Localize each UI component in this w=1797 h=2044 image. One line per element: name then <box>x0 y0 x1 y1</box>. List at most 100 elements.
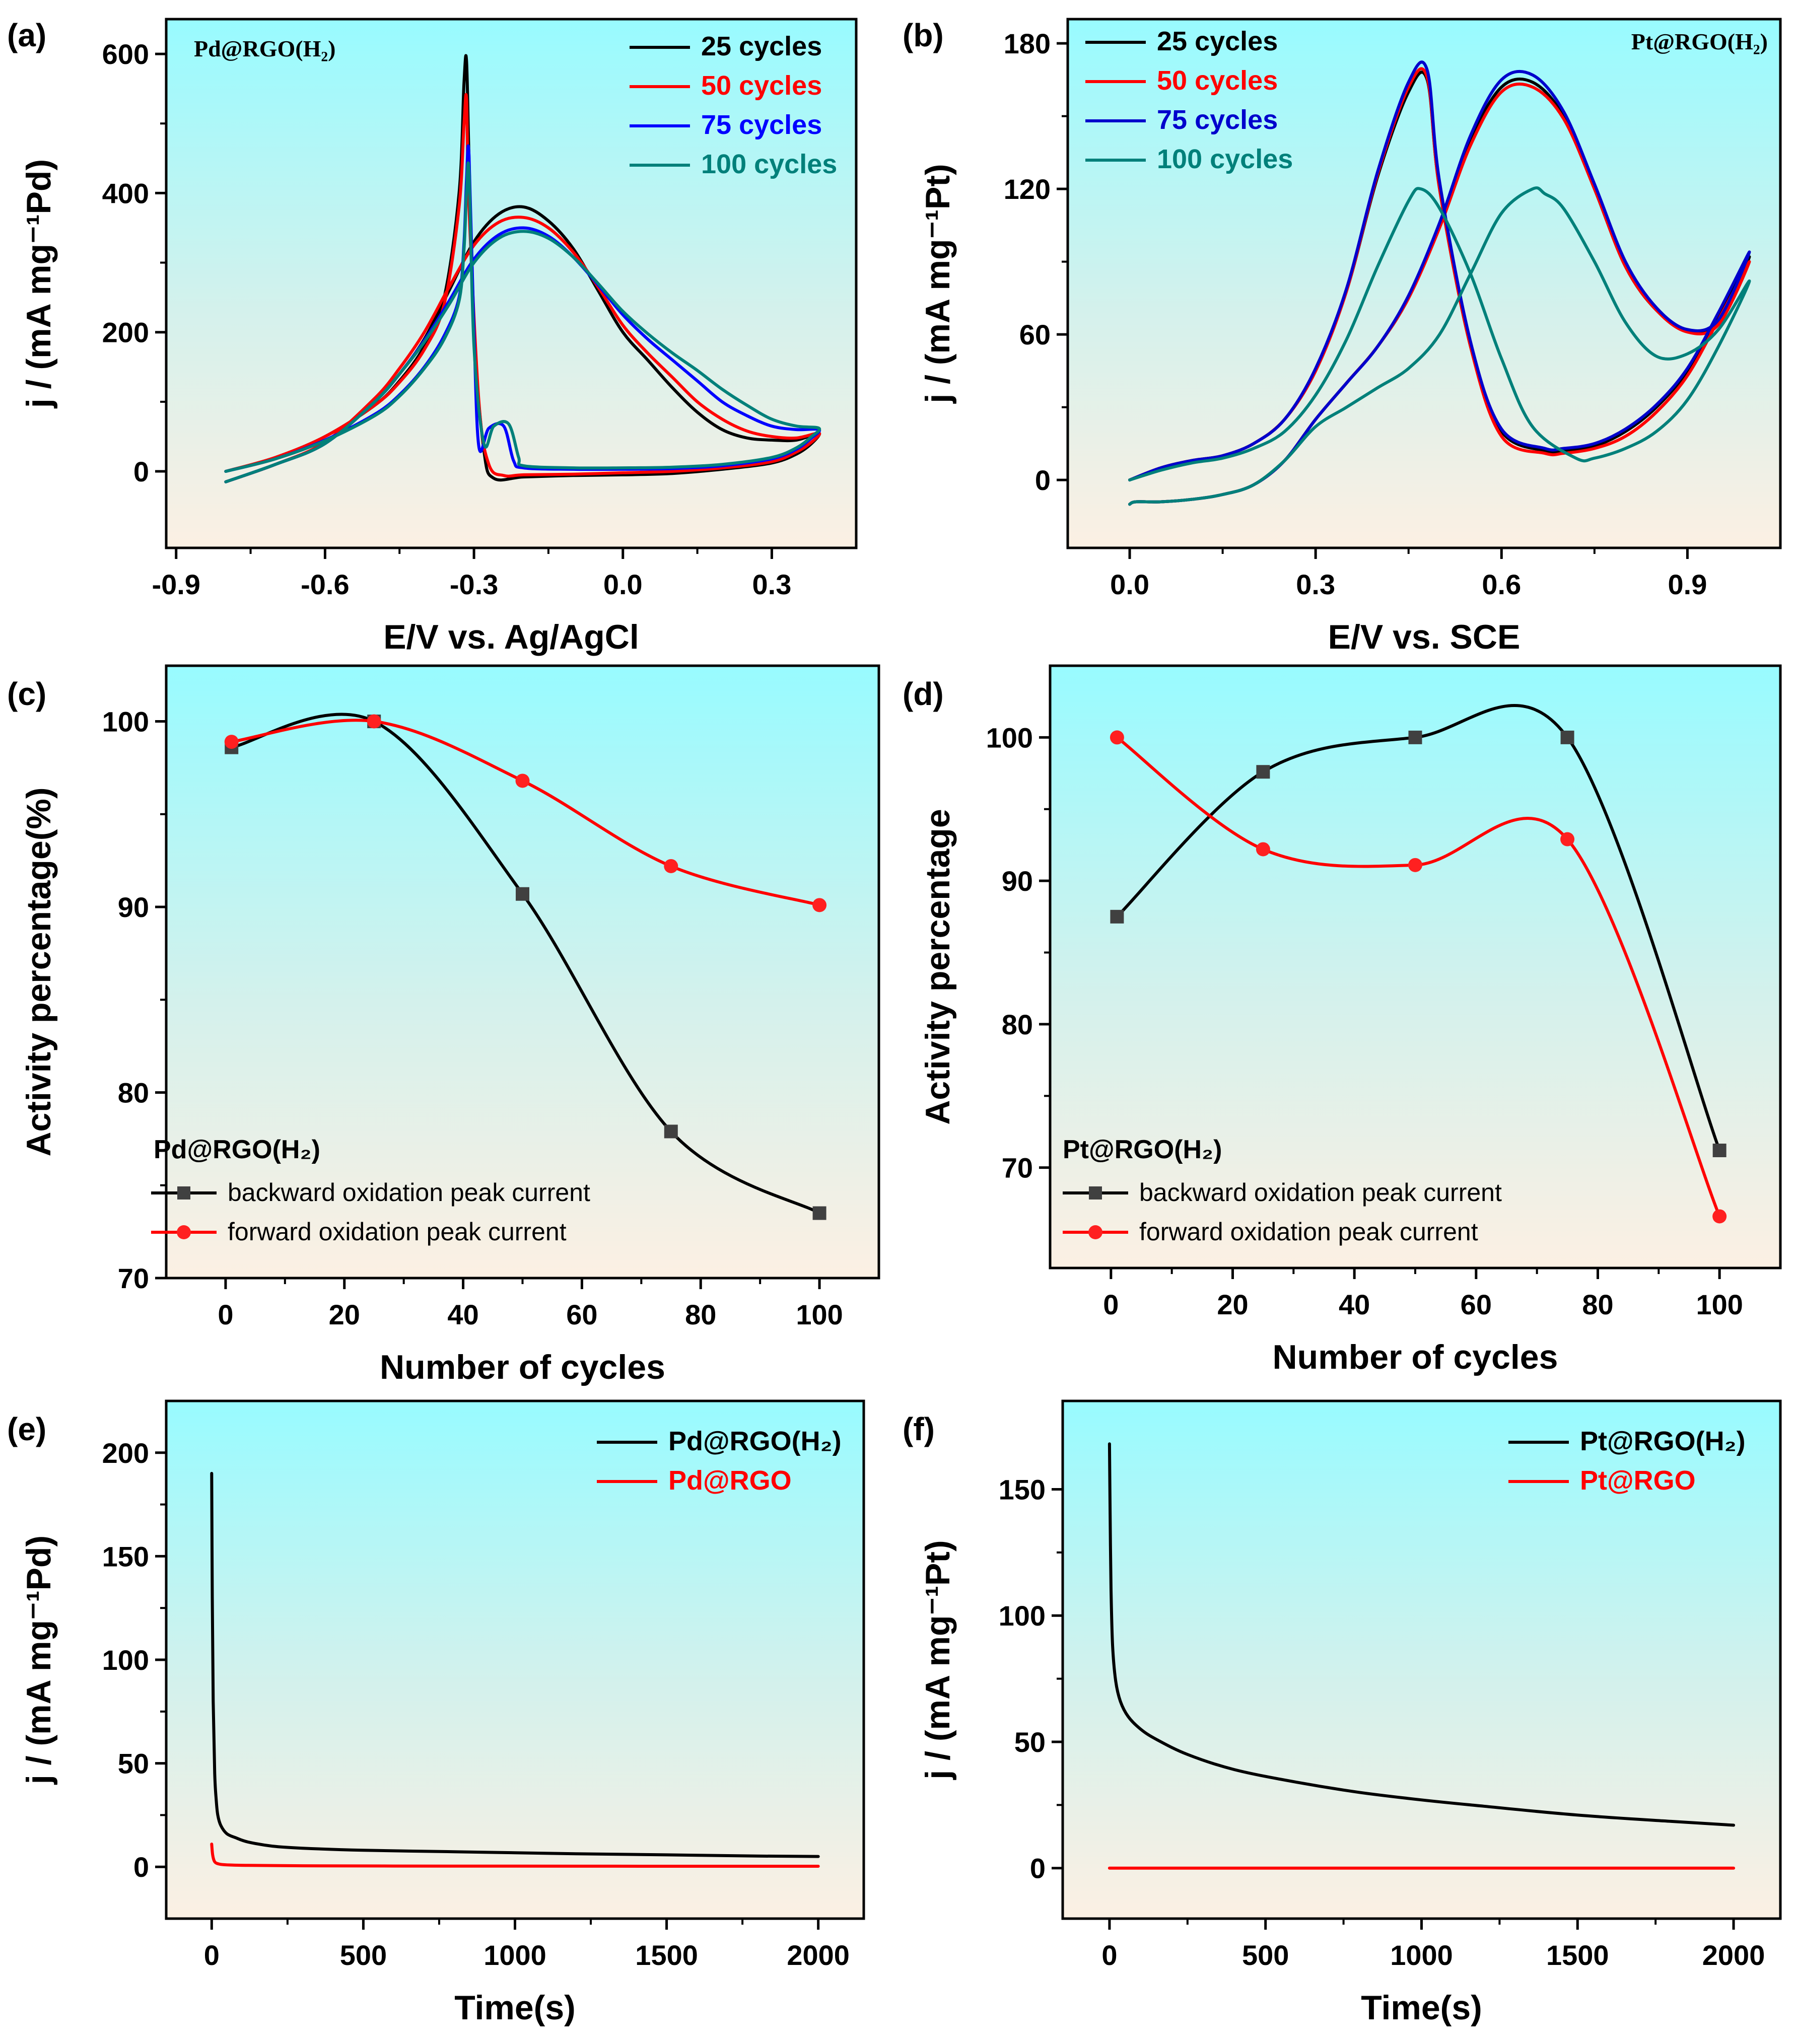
data-point-marker <box>367 714 381 729</box>
panel-label: (a) <box>7 17 46 53</box>
y-tick-label: 80 <box>118 1077 149 1109</box>
y-tick-label: 100 <box>986 722 1033 753</box>
data-point-marker <box>1560 730 1574 744</box>
y-tick-label: 600 <box>102 38 149 70</box>
y-tick-label: 100 <box>999 1600 1046 1632</box>
data-point-marker <box>1256 842 1270 857</box>
x-tick-label: 0.3 <box>1296 569 1335 600</box>
x-tick-label: 0.0 <box>603 569 643 600</box>
x-axis-label: Number of cycles <box>1273 1338 1558 1376</box>
y-tick-label: 90 <box>118 891 149 923</box>
legend-entry-label: 75 cycles <box>1157 105 1278 135</box>
inset-label: Pd@RGO(H₂) <box>154 1135 320 1164</box>
x-tick-label: -0.3 <box>450 569 499 600</box>
x-tick-label: 100 <box>1696 1289 1743 1320</box>
plot-frame <box>165 18 858 549</box>
legend-entry-label: Pt@RGO(H₂) <box>1580 1426 1746 1456</box>
legend-entry-label: Pd@RGO <box>668 1465 792 1496</box>
panel-label: (b) <box>903 17 944 53</box>
legend-entry-label: forward oxidation peak current <box>228 1218 567 1246</box>
x-tick-label: 0.9 <box>1668 569 1707 600</box>
y-tick-label: 150 <box>102 1540 149 1572</box>
panel-label: (d) <box>903 676 944 712</box>
x-tick-label: 0.0 <box>1110 569 1149 600</box>
legend-entry-label: 50 cycles <box>1157 65 1278 96</box>
x-tick-label: 40 <box>447 1299 478 1330</box>
x-tick-label: 40 <box>1339 1289 1370 1320</box>
x-tick-label: 60 <box>566 1299 597 1330</box>
panel-b: 0.0 0.3 0.6 0.9 0 60 120 180 E/V vs. SCE j / (mA … <box>903 17 1782 656</box>
x-tick-label: 0 <box>218 1299 233 1330</box>
x-tick-label: 1000 <box>483 1939 546 1971</box>
y-axis-label: j / (mA mg⁻¹Pd) <box>20 1535 58 1785</box>
x-tick-label: 0 <box>204 1939 220 1971</box>
x-tick-label: -0.9 <box>152 569 200 600</box>
x-axis-label: Time(s) <box>1361 1989 1482 2027</box>
legend-marker <box>1088 1225 1102 1239</box>
series-line-4 <box>1128 186 1751 506</box>
series-line-1 <box>210 1471 820 1858</box>
legend-marker <box>1089 1186 1102 1200</box>
inset-label: Pt@RGO(H₂) <box>1063 1135 1222 1164</box>
series-line-2 <box>1115 736 1721 1218</box>
x-axis-label: E/V vs. Ag/AgCl <box>383 618 639 656</box>
x-tick-label: 1500 <box>635 1939 698 1971</box>
y-tick-label: 70 <box>118 1262 149 1294</box>
data-point-marker <box>1712 1143 1726 1157</box>
y-tick-label: 90 <box>1002 865 1033 897</box>
plot-area <box>1050 666 1780 1268</box>
plot-area <box>166 1401 864 1919</box>
data-point-marker <box>1408 730 1422 744</box>
x-axis-label: Number of cycles <box>380 1348 665 1386</box>
x-tick-label: 20 <box>1217 1289 1248 1320</box>
plot-area <box>1063 1401 1780 1919</box>
x-tick-label: 0.6 <box>1482 569 1521 600</box>
x-tick-label: 20 <box>329 1299 360 1330</box>
data-point-marker <box>812 898 827 912</box>
legend-entry-label: backward oxidation peak current <box>228 1178 590 1207</box>
data-point-marker <box>224 735 239 749</box>
data-point-marker <box>1110 909 1124 924</box>
legend-entry-label: 25 cycles <box>1157 26 1278 56</box>
legend-entry-label: 75 cycles <box>701 110 822 140</box>
y-tick-label: 50 <box>1014 1726 1046 1758</box>
y-tick-label: 200 <box>102 317 149 348</box>
x-axis-label: Time(s) <box>454 1989 576 2027</box>
y-tick-label: 60 <box>1019 319 1051 350</box>
y-tick-label: 200 <box>102 1437 149 1469</box>
x-tick-label: 1500 <box>1546 1939 1609 1971</box>
x-tick-label: 60 <box>1461 1289 1492 1320</box>
y-axis-label: Activity percentage <box>919 809 957 1124</box>
legend-entry-label: backward oxidation peak current <box>1139 1178 1502 1207</box>
legend-entry-label: 50 cycles <box>701 71 822 101</box>
x-tick-label: 80 <box>1582 1289 1613 1320</box>
data-point-marker <box>664 859 678 873</box>
panel-label: (e) <box>7 1411 46 1447</box>
y-tick-label: 180 <box>1004 28 1051 59</box>
x-axis-label: E/V vs. SCE <box>1328 618 1520 656</box>
series-line-3 <box>1128 60 1751 506</box>
panel-a: -0.9 -0.6 -0.3 0.0 0.3 0 200 400 600 E/V vs. Ag/A… <box>7 17 858 656</box>
y-axis-label: Activity percentage(%) <box>20 787 58 1156</box>
y-axis-label: j / (mA mg⁻¹Pt) <box>919 164 957 404</box>
inset-label: Pt@RGO(H₂) <box>1631 29 1768 54</box>
y-tick-label: 150 <box>999 1474 1046 1506</box>
x-tick-label: 1000 <box>1390 1939 1453 1971</box>
y-tick-label: 100 <box>102 706 149 738</box>
x-tick-label: -0.6 <box>301 569 350 600</box>
x-tick-label: 2000 <box>1702 1939 1765 1971</box>
panel-label: (f) <box>903 1411 935 1447</box>
y-tick-label: 0 <box>133 1851 149 1883</box>
legend-marker <box>177 1225 191 1239</box>
plot-frame <box>1066 18 1782 549</box>
plot-area <box>166 19 856 548</box>
legend-entry-label: Pt@RGO <box>1580 1465 1696 1496</box>
series-line-2 <box>210 1843 820 1868</box>
data-point-marker <box>664 1124 678 1139</box>
data-point-marker <box>1110 730 1124 745</box>
x-tick-label: 500 <box>340 1939 387 1971</box>
x-tick-label: 0 <box>1103 1289 1119 1320</box>
y-tick-label: 70 <box>1002 1152 1033 1184</box>
data-point-marker <box>812 1206 826 1220</box>
